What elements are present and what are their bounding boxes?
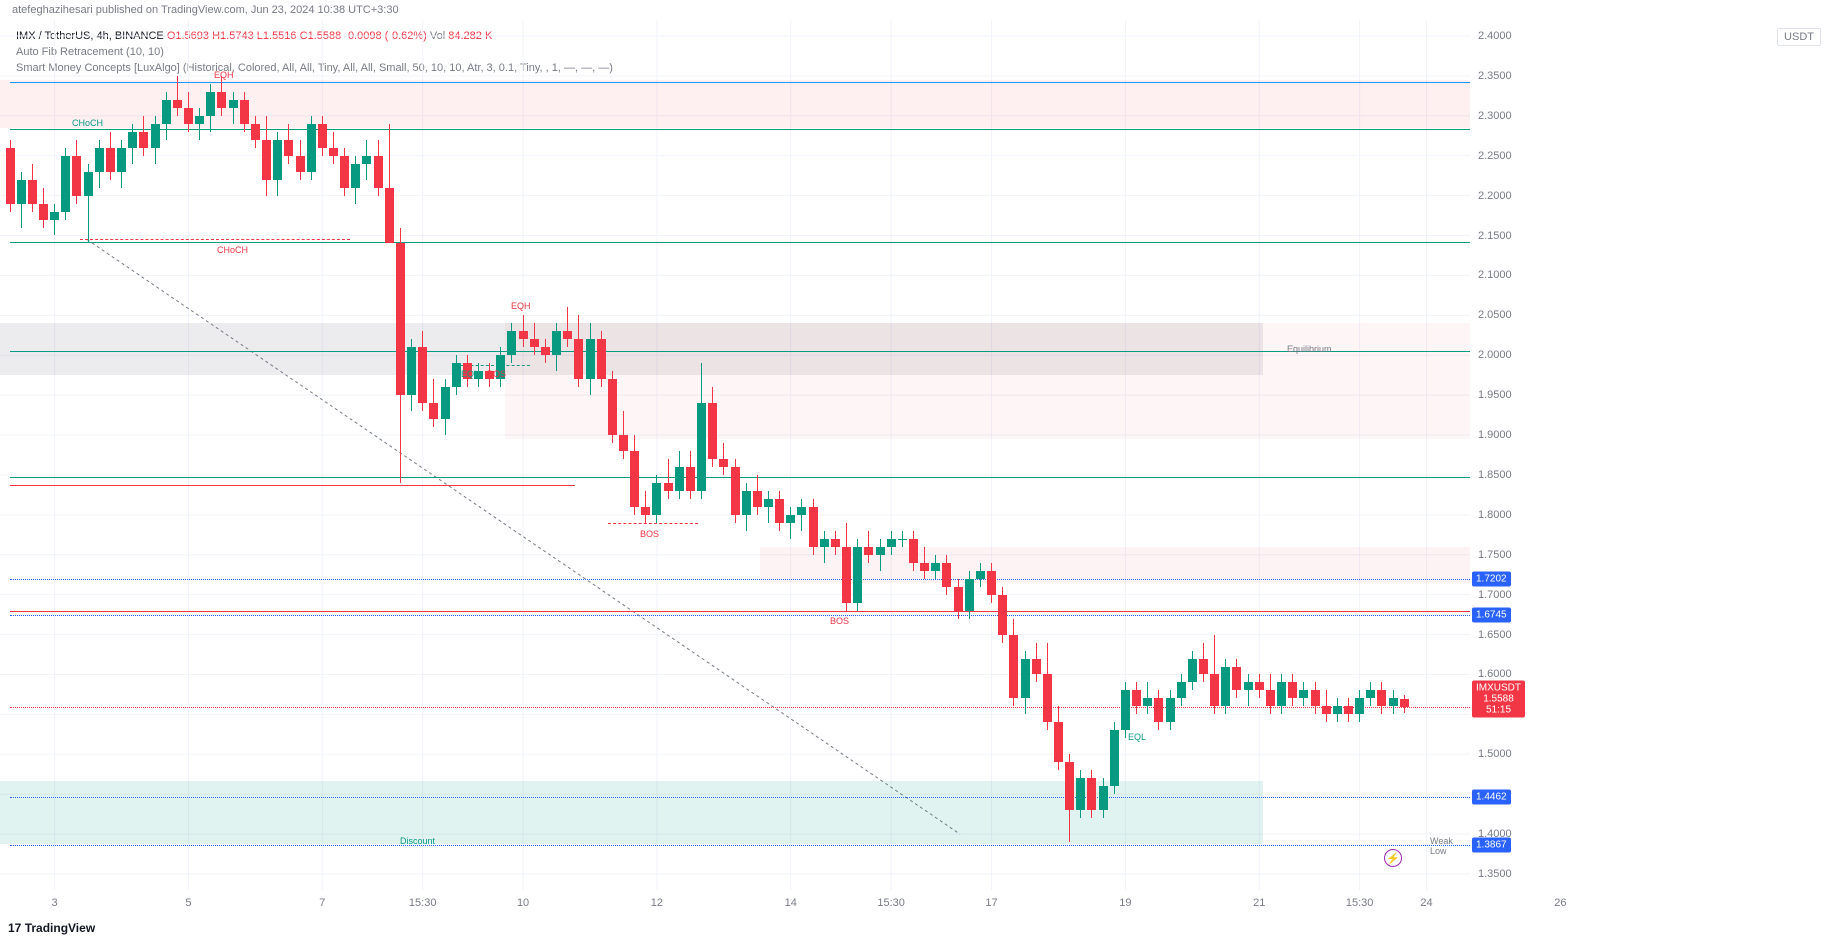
price-tick: 1.7500 [1478, 549, 1512, 561]
level-line [10, 797, 1470, 798]
level-line [10, 707, 1470, 708]
price-tick: 2.3000 [1478, 110, 1512, 122]
level-line [10, 242, 1470, 243]
time-tick: 5 [185, 897, 191, 909]
chart-label: Weak Low [1430, 836, 1470, 856]
price-tick: 1.5000 [1478, 748, 1512, 760]
level-line [10, 579, 1470, 580]
price-tick: 1.9500 [1478, 389, 1512, 401]
price-tick: 1.6500 [1478, 629, 1512, 641]
level-line [10, 477, 1470, 478]
price-tick: 2.4000 [1478, 30, 1512, 42]
chart-label: EQH [511, 301, 531, 311]
structure-line [767, 611, 865, 612]
price-mark: 1.7202 [1472, 571, 1511, 586]
time-tick: 19 [1119, 897, 1131, 909]
chart-label: Equilibrium [1287, 344, 1332, 354]
level-line [10, 611, 1470, 612]
chart-label: CHoCH [72, 118, 103, 128]
level-line [10, 351, 1470, 352]
time-tick: 3 [52, 897, 58, 909]
price-tick: 2.3500 [1478, 70, 1512, 82]
level-line [10, 615, 1470, 616]
time-tick: 15:30 [1346, 897, 1374, 909]
structure-line [608, 523, 698, 524]
price-tick: 2.2000 [1478, 190, 1512, 202]
chart-label: BOS [830, 616, 849, 626]
time-tick: 26 [1554, 897, 1566, 909]
time-tick: 12 [651, 897, 663, 909]
price-tick: 1.3500 [1478, 868, 1512, 880]
time-tick: 7 [319, 897, 325, 909]
time-tick: 15:30 [877, 897, 905, 909]
price-tick: 1.6000 [1478, 668, 1512, 680]
chart-label: EQL [1128, 732, 1146, 742]
lightning-icon[interactable]: ⚡ [1384, 849, 1402, 867]
time-tick: 17 [985, 897, 997, 909]
price-tick: 2.1500 [1478, 230, 1512, 242]
price-mark: 1.3867 [1472, 837, 1511, 852]
price-mark: 1.6745 [1472, 608, 1511, 623]
chart-label: Discount [400, 836, 435, 846]
price-tick: 1.8500 [1478, 469, 1512, 481]
level-line [10, 82, 1470, 83]
price-mark: IMXUSDT 1.5588 51:15 [1472, 681, 1525, 718]
tradingview-logo[interactable]: 17 TradingView [8, 921, 95, 935]
time-tick: 24 [1420, 897, 1432, 909]
price-tick: 1.8000 [1478, 509, 1512, 521]
level-line [10, 845, 1470, 846]
chart-label: BOS [487, 369, 506, 379]
structure-line [80, 239, 350, 240]
price-tick: 2.1000 [1478, 269, 1512, 281]
price-axis[interactable]: 2.4000 2.3500 2.3000 2.2500 2.2000 2.1500 2.10… [1470, 20, 1535, 890]
chart-label: CHoCH [217, 245, 248, 255]
price-tick: 1.9000 [1478, 429, 1512, 441]
price-mark: 1.4462 [1472, 790, 1511, 805]
price-chart[interactable]: CHoCH EQH CHoCH EQL BOS EQH BOS BOS EQL Equilibri… [0, 20, 1470, 890]
tv-icon: 17 [8, 921, 25, 935]
chart-label: EQH [214, 70, 234, 80]
price-tick: 2.0500 [1478, 309, 1512, 321]
quote-currency: USDT [1777, 28, 1821, 46]
price-tick: 2.0000 [1478, 349, 1512, 361]
time-tick: 10 [517, 897, 529, 909]
time-tick: 15:30 [409, 897, 437, 909]
time-tick: 14 [785, 897, 797, 909]
level-line [10, 485, 575, 486]
level-line [10, 129, 1470, 130]
publish-header: atefeghazihesari published on TradingVie… [12, 4, 399, 16]
price-tick: 1.7000 [1478, 589, 1512, 601]
time-axis[interactable]: 35715:3010121415:3017192115:302426 [0, 897, 1470, 917]
chart-label: BOS [640, 529, 659, 539]
price-tick: 2.2500 [1478, 150, 1512, 162]
chart-label: EQL [461, 369, 479, 379]
time-tick: 21 [1253, 897, 1265, 909]
price-zone [505, 323, 1470, 439]
